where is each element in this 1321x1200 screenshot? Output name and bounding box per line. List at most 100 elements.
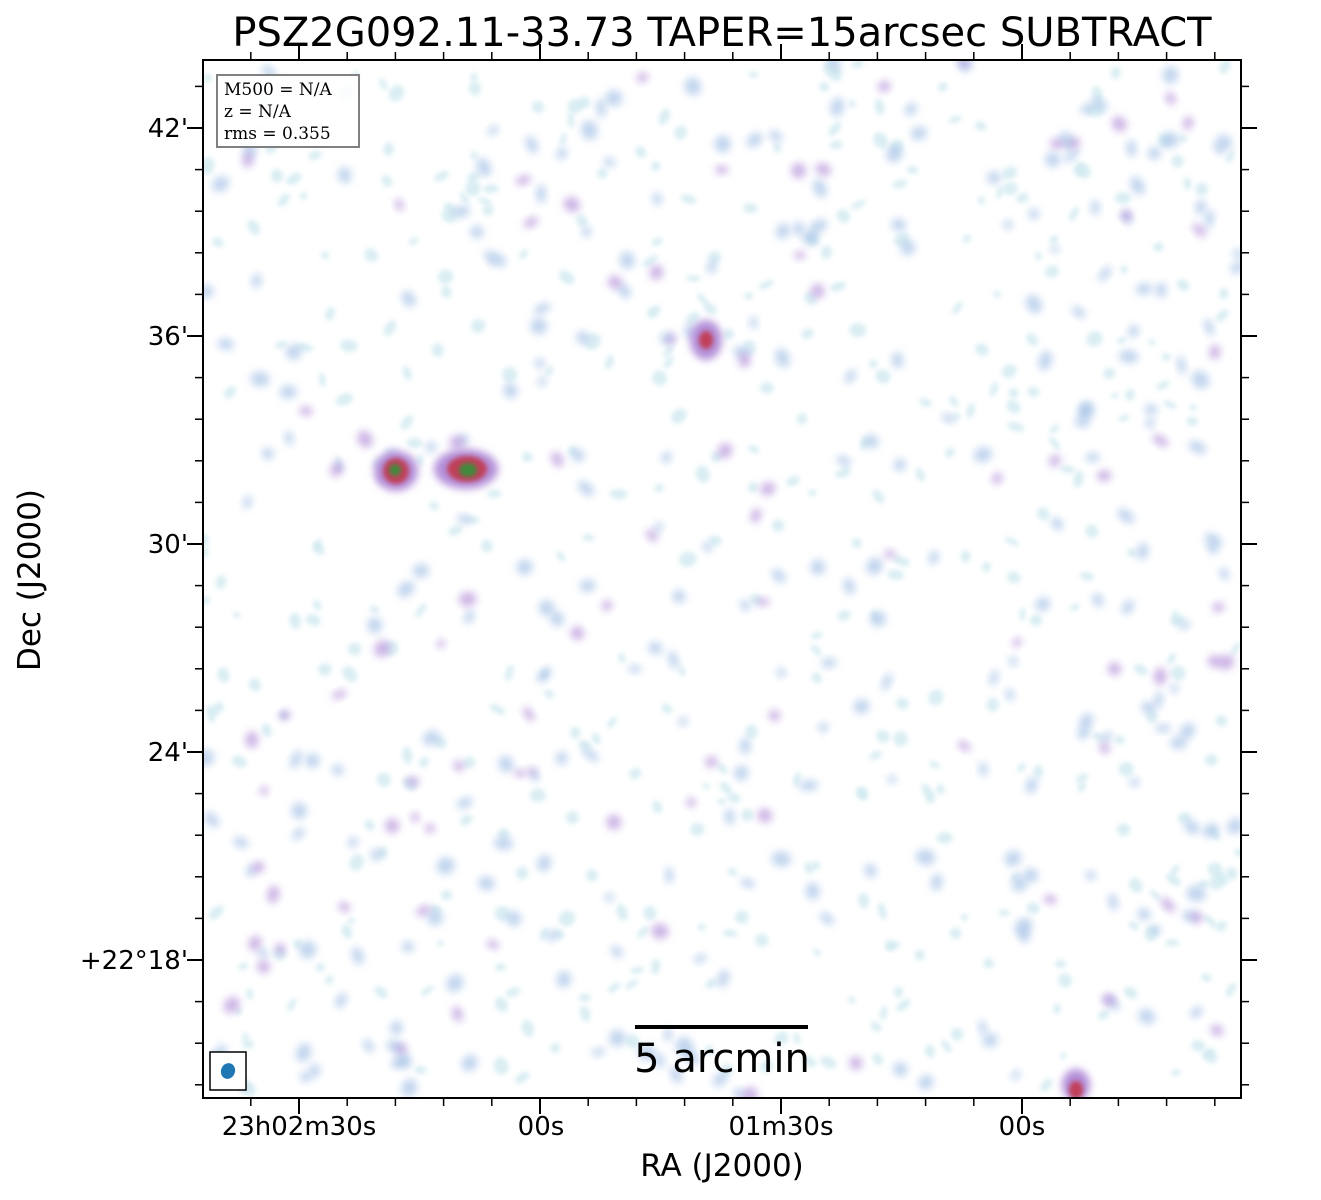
noise-blob <box>1012 637 1022 647</box>
noise-blob <box>987 171 1001 185</box>
noise-blob <box>1156 380 1170 390</box>
noise-blob <box>342 666 358 683</box>
noise-blob <box>550 611 565 627</box>
noise-blob <box>928 689 944 706</box>
noise-blob <box>224 386 236 399</box>
noise-blob <box>1144 404 1158 416</box>
noise-blob <box>989 670 999 686</box>
noise-blob <box>494 836 514 850</box>
noise-blob <box>248 935 262 951</box>
noise-blob <box>538 599 555 616</box>
noise-blob <box>850 199 866 210</box>
noise-blob <box>1116 823 1131 837</box>
noise-blob <box>340 339 358 353</box>
noise-blob <box>419 756 429 768</box>
noise-blob <box>793 221 805 236</box>
noise-blob <box>544 689 555 699</box>
noise-blob <box>1006 399 1021 414</box>
noise-blob <box>582 534 595 542</box>
noise-blob <box>243 495 252 509</box>
noise-blob <box>605 90 623 107</box>
noise-blob <box>896 697 909 710</box>
noise-blob <box>1205 532 1223 548</box>
noise-blob <box>498 827 510 840</box>
noise-blob <box>315 962 325 973</box>
noise-blob <box>364 248 379 263</box>
noise-blob <box>325 975 334 985</box>
noise-blob <box>1145 418 1155 429</box>
noise-blob <box>383 320 397 336</box>
noise-blob <box>453 760 465 772</box>
noise-blob <box>1049 139 1065 150</box>
noise-blob <box>717 969 730 988</box>
noise-blob <box>663 1027 673 1042</box>
noise-blob <box>1234 848 1241 857</box>
noise-blob <box>483 184 499 194</box>
noise-blob <box>1135 283 1153 295</box>
noise-blob <box>563 196 581 213</box>
noise-blob <box>858 892 869 909</box>
noise-blob <box>416 904 431 917</box>
noise-blob <box>1164 939 1180 947</box>
noise-blob <box>546 930 558 942</box>
noise-blob <box>864 863 877 878</box>
noise-blob <box>706 260 717 274</box>
noise-blob <box>608 982 621 993</box>
noise-blob <box>1128 921 1140 931</box>
noise-blob <box>848 99 856 108</box>
noise-blob <box>915 849 936 866</box>
noise-blob <box>886 145 903 163</box>
noise-blob <box>1204 318 1215 336</box>
noise-blob <box>654 522 663 533</box>
noise-blob <box>347 837 358 848</box>
noise-blob <box>1059 1052 1067 1060</box>
noise-blob <box>652 800 663 814</box>
noise-blob <box>1053 1003 1061 1015</box>
noise-blob <box>877 80 891 93</box>
noise-blob <box>420 985 434 997</box>
noise-blob <box>848 996 856 1004</box>
noise-blob <box>539 927 549 941</box>
noise-blob <box>591 732 601 745</box>
source-left <box>374 451 418 491</box>
noise-blob <box>335 393 354 406</box>
noise-blob <box>680 194 697 204</box>
y-tick-label: 42' <box>147 114 188 144</box>
noise-blob <box>370 848 383 861</box>
noise-blob <box>826 60 842 71</box>
noise-blob <box>1137 908 1151 921</box>
noise-blob <box>308 150 322 161</box>
noise-blob <box>1079 571 1094 581</box>
noise-blob <box>527 767 537 776</box>
noise-blob <box>991 472 1003 485</box>
noise-blob <box>1068 137 1081 150</box>
noise-blob <box>717 763 728 774</box>
noise-blob <box>505 911 522 927</box>
noise-blob <box>760 1060 774 1073</box>
noise-blob <box>570 626 585 640</box>
noise-blob <box>406 437 423 449</box>
noise-blob <box>1027 386 1040 398</box>
noise-blob <box>275 942 286 955</box>
noise-blob <box>299 1071 312 1083</box>
noise-blob <box>299 192 308 200</box>
noise-blob <box>1026 902 1040 914</box>
noise-blob <box>936 832 953 844</box>
noise-blob <box>1195 199 1206 216</box>
redshift-text: z = N/A <box>224 102 291 122</box>
noise-blob <box>1016 192 1029 204</box>
noise-blob <box>873 132 888 149</box>
noise-blob <box>810 644 822 656</box>
noise-blob <box>1102 993 1116 1007</box>
noise-blob <box>742 1086 758 1098</box>
noise-blob <box>1231 641 1240 656</box>
noise-blob <box>722 929 738 938</box>
plot-frame <box>202 59 1242 1099</box>
noise-blob <box>463 609 475 624</box>
noise-blob <box>1045 151 1061 168</box>
noise-blob <box>581 747 599 762</box>
noise-blob <box>1183 819 1200 835</box>
noise-blob <box>471 318 486 334</box>
noise-blob <box>1161 131 1180 148</box>
noise-blob <box>986 697 1000 712</box>
